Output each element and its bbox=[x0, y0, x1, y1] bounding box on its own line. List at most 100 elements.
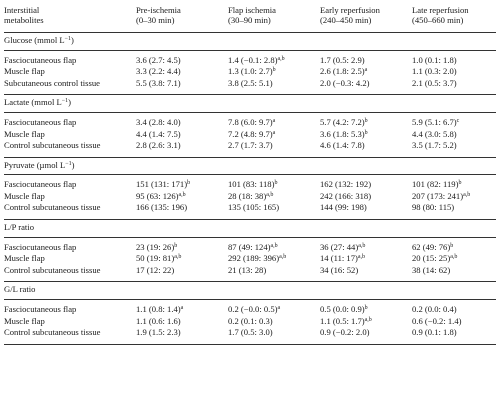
section-title-text: Pyruvate (µmol L bbox=[4, 159, 66, 170]
row-label: Fasciocutaneous flap bbox=[4, 117, 77, 127]
cell-value: 101 (82: 119) bbox=[412, 179, 459, 190]
column-header-line2: (450–660 min) bbox=[412, 14, 464, 25]
column-header-line2: (240–450 min) bbox=[320, 14, 372, 25]
significance-marker: a bbox=[277, 305, 281, 312]
significance-marker: b bbox=[364, 118, 368, 124]
table-cell: 2.1 (0.5: 3.7) bbox=[412, 78, 496, 95]
section-title-text: Glucose (mmol L bbox=[4, 34, 65, 45]
significance-marker: a,b bbox=[364, 316, 372, 323]
column-header-line2: metabolites bbox=[4, 14, 44, 25]
significance-marker: a,b bbox=[450, 254, 458, 261]
significance-marker: a,b bbox=[174, 254, 182, 261]
cell-value: 0.5 (0.0: 0.9) bbox=[320, 304, 365, 315]
table-cell: 3.8 (2.5: 5.1) bbox=[228, 77, 320, 95]
section-title-text: Lactate (mmol L bbox=[4, 97, 62, 108]
cell-value: 23 (19: 26) bbox=[136, 241, 175, 252]
section-title-exponent: −1 bbox=[65, 160, 72, 167]
table-cell: 135 (105: 165) bbox=[228, 202, 320, 219]
section-title-suffix: ) bbox=[68, 97, 72, 108]
cell-value: 242 (166: 318) bbox=[320, 190, 372, 201]
table-row: Control subcutaneous tissue 1.9 (1.5: 2.3… bbox=[4, 327, 496, 344]
cell-value: 162 (132: 192) bbox=[320, 179, 372, 190]
significance-marker: a,b bbox=[266, 191, 274, 198]
table-cell: 101 (82: 119)b bbox=[412, 175, 496, 192]
row-label: Control subcutaneous tissue bbox=[4, 140, 101, 150]
header-row: Interstitial metabolites Pre-ischemia (0–3… bbox=[4, 2, 496, 33]
significance-marker: a,b bbox=[277, 55, 285, 62]
significance-marker: a bbox=[180, 305, 184, 312]
cell-value: 1.9 (1.5: 2.3) bbox=[136, 327, 181, 338]
row-label: Control subcutaneous tissue bbox=[4, 202, 101, 213]
row-label: Control subcutaneous tissue bbox=[4, 327, 101, 338]
table-row: Fasciocutaneous flap 151 (131: 171)b 101 (… bbox=[4, 175, 496, 192]
cell-value: 3.8 (2.5: 5.1) bbox=[228, 77, 273, 88]
table-cell: 1.1 (0.3: 2.0) bbox=[412, 66, 496, 79]
section-title: Glucose (mmol L−1) bbox=[4, 31, 496, 51]
table-cell: 162 (132: 192) bbox=[320, 175, 412, 192]
bottom-rule-cell bbox=[4, 343, 496, 345]
cell-value: 5.7 (4.2: 7.2) bbox=[320, 117, 365, 127]
row-label: Fasciocutaneous flap bbox=[4, 241, 77, 252]
section-header-row: Glucose (mmol L−1) bbox=[4, 31, 496, 51]
table-cell: 3.6 (2.7: 4.5) bbox=[136, 50, 228, 67]
table-row: Muscle flap 3.3 (2.2: 4.4) 1.3 (1.0: 2.7)b… bbox=[4, 66, 496, 79]
cell-value: 3.5 (1.7: 5.2) bbox=[412, 140, 457, 150]
significance-marker: b bbox=[364, 305, 368, 312]
cell-value: 207 (173: 241) bbox=[412, 190, 464, 201]
cell-value: 2.8 (2.6: 3.1) bbox=[136, 140, 181, 150]
table-cell: 4.4 (3.0: 5.8) bbox=[412, 129, 496, 142]
table-cell: 36 (27: 44)a,b bbox=[320, 237, 412, 254]
significance-marker: a bbox=[364, 67, 368, 74]
cell-value: 17 (12: 22) bbox=[136, 264, 175, 275]
table-cell: 87 (49: 124)a,b bbox=[228, 237, 320, 254]
cell-value: 38 (14: 62) bbox=[412, 264, 451, 275]
table-cell: 7.8 (6.0: 9.7)a bbox=[228, 113, 320, 130]
table-cell: 2.6 (1.8: 2.5)a bbox=[320, 66, 412, 79]
section-header-row: L/P ratio bbox=[4, 218, 496, 238]
cell-value: 4.4 (1.4: 7.5) bbox=[136, 128, 181, 139]
section-title: L/P ratio bbox=[4, 218, 496, 238]
table-cell: 5.9 (5.1: 6.7)c bbox=[412, 113, 496, 130]
table-cell: 17 (12: 22) bbox=[136, 264, 228, 282]
section-title: Pyruvate (µmol L−1) bbox=[4, 156, 496, 176]
table-row: Control subcutaneous tissue 166 (135: 196… bbox=[4, 202, 496, 219]
table-cell: 14 (11: 17)a,b bbox=[320, 253, 412, 266]
table-cell: 1.0 (0.1: 1.8) bbox=[412, 50, 496, 67]
row-label: Muscle flap bbox=[4, 190, 45, 201]
cell-value: 0.9 (−0.2: 2.0) bbox=[320, 327, 370, 338]
table-cell: 1.1 (0.6: 1.6) bbox=[136, 316, 228, 329]
cell-value: 0.2 (−0.0: 0.5) bbox=[228, 304, 278, 315]
cell-value: 3.3 (2.2: 4.4) bbox=[136, 66, 181, 77]
column-header-line1: Interstitial bbox=[4, 5, 40, 15]
cell-value: 2.6 (1.8: 2.5) bbox=[320, 66, 365, 77]
metabolites-table: Interstitial metabolites Pre-ischemia (0–3… bbox=[4, 2, 496, 345]
table-cell: 0.2 (0.0: 0.4) bbox=[412, 300, 496, 317]
cell-value: 7.2 (4.8: 9.7) bbox=[228, 128, 273, 139]
table-cell: 4.4 (1.4: 7.5) bbox=[136, 128, 228, 142]
column-header-line1: Early reperfusion bbox=[320, 5, 380, 15]
row-label: Fasciocutaneous flap bbox=[4, 179, 77, 190]
significance-marker: a,b bbox=[279, 254, 287, 261]
table-row: Control subcutaneous tissue 2.8 (2.6: 3.1… bbox=[4, 140, 496, 157]
column-header: Late reperfusion (450–660 min) bbox=[412, 2, 496, 33]
section-title-exponent: −1 bbox=[64, 35, 72, 42]
table-row: Fasciocutaneous flap 23 (19: 26)b 87 (49: … bbox=[4, 237, 496, 254]
significance-marker: b bbox=[364, 129, 368, 136]
table-cell: 98 (80: 115) bbox=[412, 202, 496, 219]
column-header: Pre-ischemia (0–30 min) bbox=[136, 2, 228, 33]
column-header: Interstitial metabolites bbox=[4, 2, 136, 33]
row-label: Fasciocutaneous flap bbox=[4, 54, 77, 65]
section-title-exponent: −1 bbox=[61, 98, 69, 105]
significance-marker: b bbox=[174, 242, 178, 249]
cell-value: 0.2 (0.0: 0.4) bbox=[412, 304, 457, 315]
cell-value: 50 (19: 81) bbox=[136, 253, 175, 264]
table-row: Muscle flap 50 (19: 81)a,b 292 (189: 396)a… bbox=[4, 253, 496, 266]
table-cell: 23 (19: 26)b bbox=[136, 237, 228, 254]
table-cell: 166 (135: 196) bbox=[136, 202, 228, 219]
table-cell: 1.1 (0.5: 1.7)a,b bbox=[320, 316, 412, 329]
cell-value: 2.0 (−0.3: 4.2) bbox=[320, 77, 370, 88]
cell-value: 3.6 (2.7: 4.5) bbox=[136, 54, 181, 65]
table-cell: 0.9 (−0.2: 2.0) bbox=[320, 327, 412, 344]
section-header-row: Lactate (mmol L−1) bbox=[4, 94, 496, 113]
table-cell: 38 (14: 62) bbox=[412, 264, 496, 282]
